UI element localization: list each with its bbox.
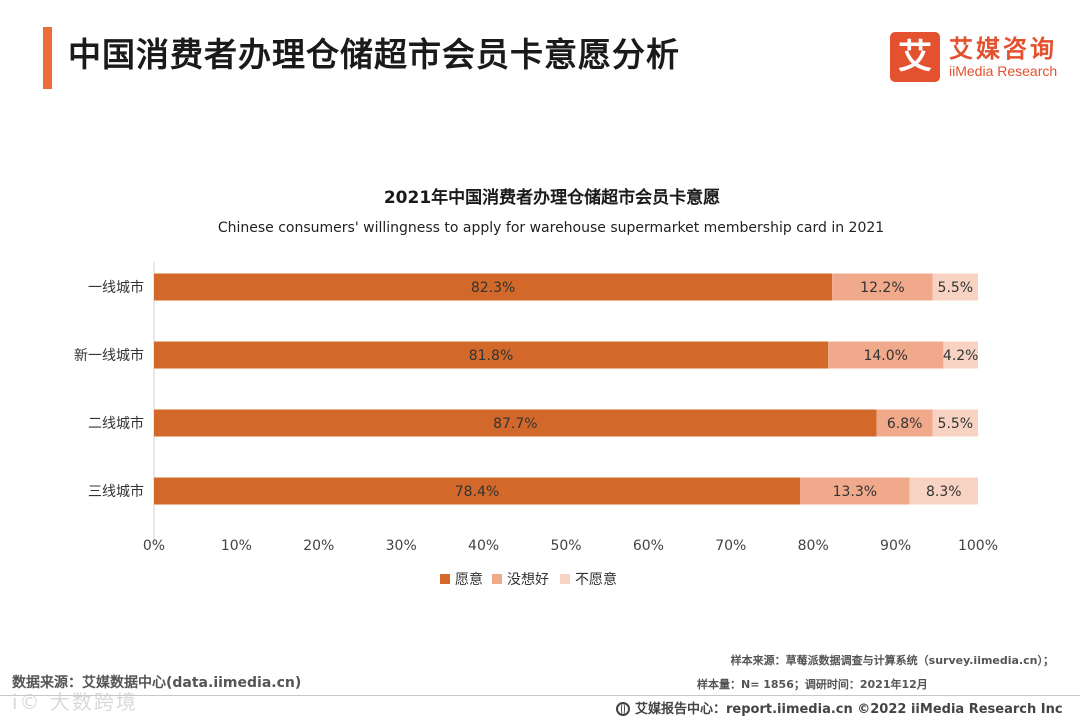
x-tick-label: 70% [715, 538, 746, 554]
bar-segment [154, 477, 801, 505]
legend-label: 没想好 [507, 572, 549, 588]
legend-label: 不愿意 [575, 571, 617, 588]
sample-size-note: 样本量：N= 1856；调研时间：2021年12月 [697, 678, 928, 691]
x-tick-label: 60% [633, 538, 664, 554]
bar-segment [828, 341, 944, 369]
category-label: 一线城市 [88, 279, 144, 296]
bar-value-label: 81.8% [469, 348, 513, 364]
globe-icon [616, 702, 630, 716]
x-axis-ticks: 0% 10% 20% 30% 40% 50% 60% 70% 80% 90% 100% [143, 538, 998, 554]
bar-segment [932, 409, 978, 437]
bar-segment [154, 273, 833, 301]
stacked-bar-chart: 2021年中国消费者办理仓储超市会员卡意愿 Chinese consumers'… [74, 187, 998, 588]
chart-subtitle: Chinese consumers' willingness to apply … [218, 220, 884, 236]
bar-value-label: 6.8% [887, 416, 923, 432]
bar-value-label: 82.3% [471, 280, 515, 296]
chart-bars: 一线城市 82.3% 12.2% 5.5% 新一线城市 81.8% 14.0% 4.2% 二线城… [74, 262, 978, 546]
bar-segment [943, 341, 978, 369]
legend-swatch [492, 574, 502, 584]
bar-value-label: 4.2% [943, 348, 979, 364]
bar-value-label: 8.3% [926, 484, 962, 500]
x-tick-label: 20% [303, 538, 334, 554]
bar-value-label: 5.5% [938, 280, 974, 296]
category-label: 二线城市 [88, 415, 144, 432]
data-source-note: 数据来源：艾媒数据中心(data.iimedia.cn) [12, 675, 302, 691]
x-tick-label: 80% [798, 538, 829, 554]
logo-name-en: iiMedia Research [949, 63, 1058, 79]
x-tick-label: 30% [386, 538, 417, 554]
category-label: 三线城市 [88, 483, 144, 500]
brand-logo[interactable]: 艾 艾媒咨询 iiMedia Research [890, 32, 1065, 84]
x-tick-label: 90% [880, 538, 911, 554]
bar-value-label: 87.7% [493, 416, 537, 432]
bar-value-label: 12.2% [860, 280, 904, 296]
report-center-footer: 艾媒报告中心：report.iimedia.cn ©2022 iiMedia R… [616, 698, 1063, 717]
bar-segment [800, 477, 910, 505]
chart-title: 2021年中国消费者办理仓储超市会员卡意愿 [384, 187, 720, 208]
watermark: i© 大数跨境 [12, 690, 138, 714]
bar-value-label: 13.3% [833, 484, 877, 500]
report-center-text: 艾媒报告中心：report.iimedia.cn ©2022 iiMedia R… [635, 702, 1063, 717]
bar-segment [154, 409, 877, 437]
bar-segment [832, 273, 933, 301]
bar-segment [909, 477, 978, 505]
logo-mark-icon: 艾 [890, 32, 940, 82]
x-tick-label: 10% [221, 538, 252, 554]
bar-value-label: 78.4% [455, 484, 499, 500]
legend-swatch [440, 574, 450, 584]
category-label: 新一线城市 [74, 347, 144, 364]
bar-segment [876, 409, 933, 437]
x-tick-label: 40% [468, 538, 499, 554]
logo-name-cn: 艾媒咨询 [949, 35, 1057, 63]
legend-label: 愿意 [455, 571, 483, 588]
x-tick-label: 0% [143, 538, 165, 554]
x-tick-label: 50% [550, 538, 581, 554]
chart-legend: 愿意 没想好 不愿意 [440, 571, 617, 588]
legend-swatch [560, 574, 570, 584]
bar-value-label: 5.5% [938, 416, 974, 432]
bar-value-label: 14.0% [863, 348, 907, 364]
bar-segment [932, 273, 978, 301]
page-title: 中国消费者办理仓储超市会员卡意愿分析 [68, 35, 680, 74]
bar-segment [154, 341, 829, 369]
title-accent-bar [43, 27, 52, 89]
sample-source-note: 样本来源：草莓派数据调查与计算系统（survey.iimedia.cn）； [730, 654, 1054, 667]
footer-divider [0, 695, 1080, 696]
x-tick-label: 100% [958, 538, 998, 554]
